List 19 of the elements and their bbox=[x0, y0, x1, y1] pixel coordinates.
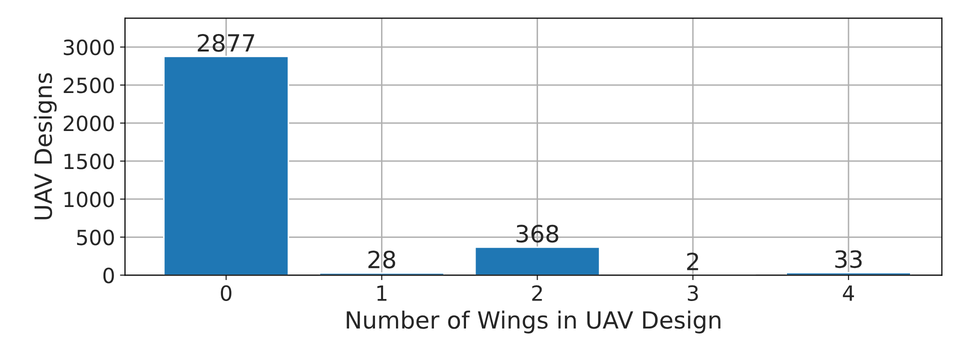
data-label: 368 bbox=[516, 224, 558, 243]
x-tick-label: 0 bbox=[220, 285, 232, 302]
y-tick-label: 500 bbox=[77, 230, 114, 246]
data-label: 33 bbox=[835, 250, 862, 268]
y-tick-label: 2000 bbox=[64, 116, 114, 132]
x-axis-title: Number of Wings in UAV Design bbox=[346, 310, 720, 334]
y-tick-label: 1500 bbox=[64, 154, 114, 170]
x-tick-label: 1 bbox=[377, 286, 386, 301]
y-tick-label: 0 bbox=[103, 268, 114, 284]
y-axis-title: UAV Designs bbox=[34, 73, 57, 220]
data-label: 2 bbox=[687, 252, 698, 270]
y-tick-label: 1000 bbox=[64, 192, 114, 208]
x-tick-label: 3 bbox=[688, 285, 698, 302]
x-tick-label: 2 bbox=[532, 285, 542, 301]
y-tick-label: 2500 bbox=[64, 78, 114, 94]
x-tick-label: 4 bbox=[842, 286, 854, 301]
data-label: 28 bbox=[368, 250, 396, 268]
y-tick-label: 3000 bbox=[64, 39, 114, 56]
data-label: 2877 bbox=[198, 34, 254, 52]
